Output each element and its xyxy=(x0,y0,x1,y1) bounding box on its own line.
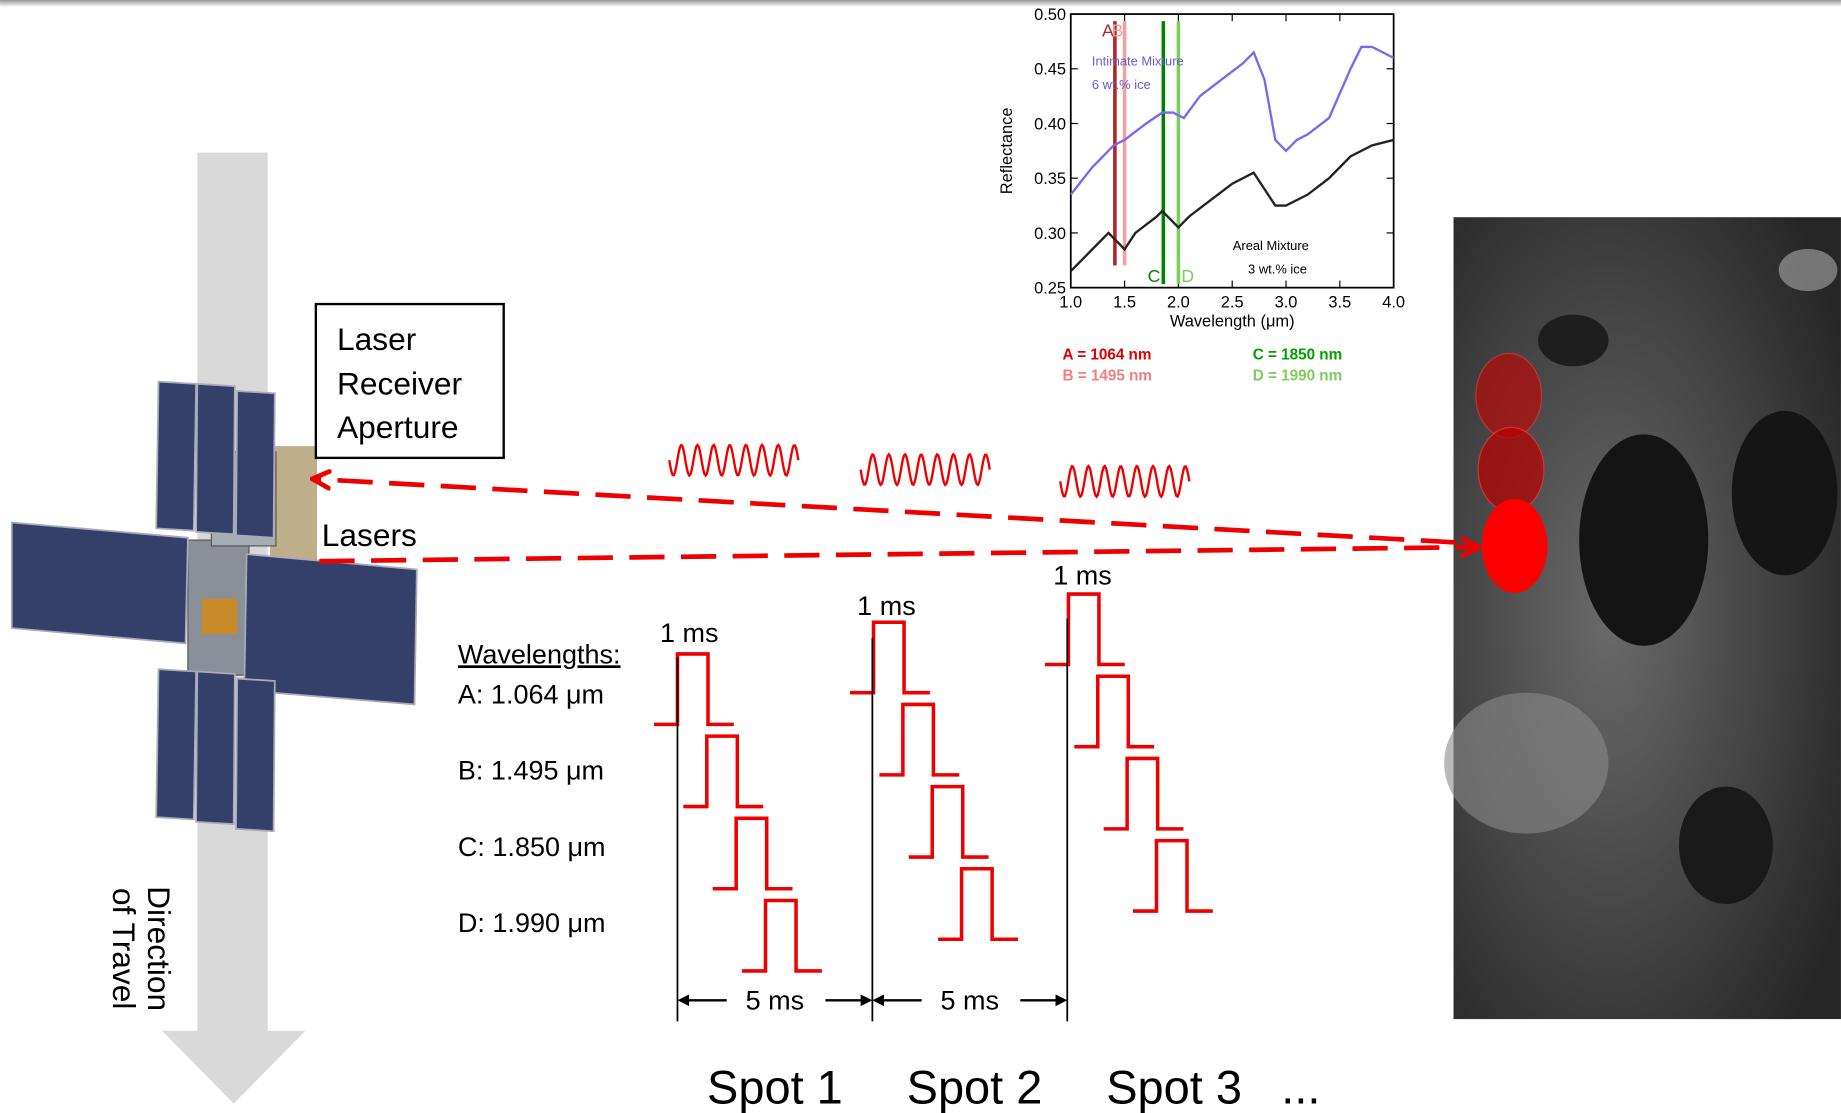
pulse xyxy=(850,620,930,695)
wavelength-item: C: 1.850 μm xyxy=(458,832,606,862)
y-tick-label: 0.40 xyxy=(1034,115,1066,133)
moon-surface xyxy=(1444,217,1841,1020)
pulse xyxy=(1074,674,1155,749)
y-axis-label: Reflectance xyxy=(998,107,1016,194)
y-tick-label: 0.35 xyxy=(1034,170,1066,188)
spot-label: Spot 1 xyxy=(707,1061,843,1113)
pulse xyxy=(742,898,822,973)
pulse xyxy=(1133,838,1213,913)
pulse xyxy=(879,702,960,777)
reflectance-curve xyxy=(1069,138,1394,273)
wavelength-item: A: 1.064 μm xyxy=(458,679,604,709)
reflectance-curve xyxy=(1069,45,1395,196)
x-tick-label: 4.0 xyxy=(1382,294,1405,312)
annotation: 3 wt.% ice xyxy=(1248,262,1307,277)
pulse xyxy=(1103,756,1184,831)
wavelength-item: B: 1.495 μm xyxy=(458,756,604,786)
laser-waves xyxy=(668,443,1191,499)
annotation: Areal Mixture xyxy=(1233,238,1309,253)
x-tick-label: 3.0 xyxy=(1275,294,1298,312)
callout-text: Receiver xyxy=(337,365,462,401)
wave xyxy=(668,443,800,478)
y-tick-label: 0.25 xyxy=(1034,280,1066,298)
marker-letter: B xyxy=(1112,20,1124,40)
pulse-width-label: 1 ms xyxy=(857,591,916,621)
y-tick-label: 0.30 xyxy=(1034,225,1066,243)
x-tick-label: 3.5 xyxy=(1328,294,1351,312)
legend-entry: D = 1990 nm xyxy=(1253,367,1342,384)
x-tick-label: 1.5 xyxy=(1113,294,1136,312)
callout-text: Laser xyxy=(337,321,417,357)
wavelength-item: D: 1.990 μm xyxy=(458,908,606,938)
annotation: 6 wt.% ice xyxy=(1092,77,1151,92)
top-bar xyxy=(0,0,1841,8)
timing: 1 ms 1 ms 1 ms 5 ms 5 ms xyxy=(660,561,1112,1022)
pulse xyxy=(712,816,793,891)
marker-letter: D xyxy=(1181,266,1194,286)
x-axis-label: Wavelength (μm) xyxy=(1170,312,1295,330)
pulse xyxy=(653,652,734,727)
legend-entry: C = 1850 nm xyxy=(1253,346,1342,363)
satellite xyxy=(10,380,418,833)
wavelengths-title: Wavelengths: xyxy=(458,639,621,669)
pulse xyxy=(938,867,1018,942)
x-tick-label: 2.5 xyxy=(1221,294,1244,312)
wave xyxy=(1059,464,1191,499)
callout-box xyxy=(314,302,505,460)
pulse xyxy=(908,784,989,859)
legend-entry: B = 1495 nm xyxy=(1063,367,1152,384)
spot-label: Spot 3 xyxy=(1106,1061,1242,1113)
x-tick-label: 1.0 xyxy=(1059,294,1082,312)
direction-label: Direction xyxy=(141,886,177,1011)
pulse-trains xyxy=(653,592,1213,973)
spot-label: ... xyxy=(1281,1061,1320,1113)
callout-text: Aperture xyxy=(337,409,459,445)
spacing-label: 5 ms xyxy=(746,986,805,1016)
direction-label: of Travel xyxy=(106,888,142,1010)
lasers-label: Lasers xyxy=(322,517,417,553)
laser-spots xyxy=(1475,352,1548,593)
annotation: Intimate Mixture xyxy=(1092,54,1184,69)
x-tick-label: 2.0 xyxy=(1167,294,1190,312)
y-tick-label: 0.50 xyxy=(1034,6,1066,24)
spacing-label: 5 ms xyxy=(941,986,1000,1016)
y-tick-label: 0.45 xyxy=(1034,61,1066,79)
laser-beams xyxy=(315,479,1477,564)
wave xyxy=(859,452,991,487)
reflectance-chart: 1.0 1.5 2.0 2.5 3.0 3.5 4.0 0.25 0.30 0.35 0.40 0.4… xyxy=(998,6,1405,384)
legend-entry: A = 1064 nm xyxy=(1063,346,1152,363)
marker-letter: A xyxy=(1102,20,1114,40)
pulse-width-label: 1 ms xyxy=(660,618,719,648)
pulse xyxy=(683,734,764,809)
pulse xyxy=(1044,592,1125,667)
pulse-width-label: 1 ms xyxy=(1053,561,1112,591)
spot-label: Spot 2 xyxy=(907,1061,1043,1113)
marker-letter: C xyxy=(1148,266,1161,286)
